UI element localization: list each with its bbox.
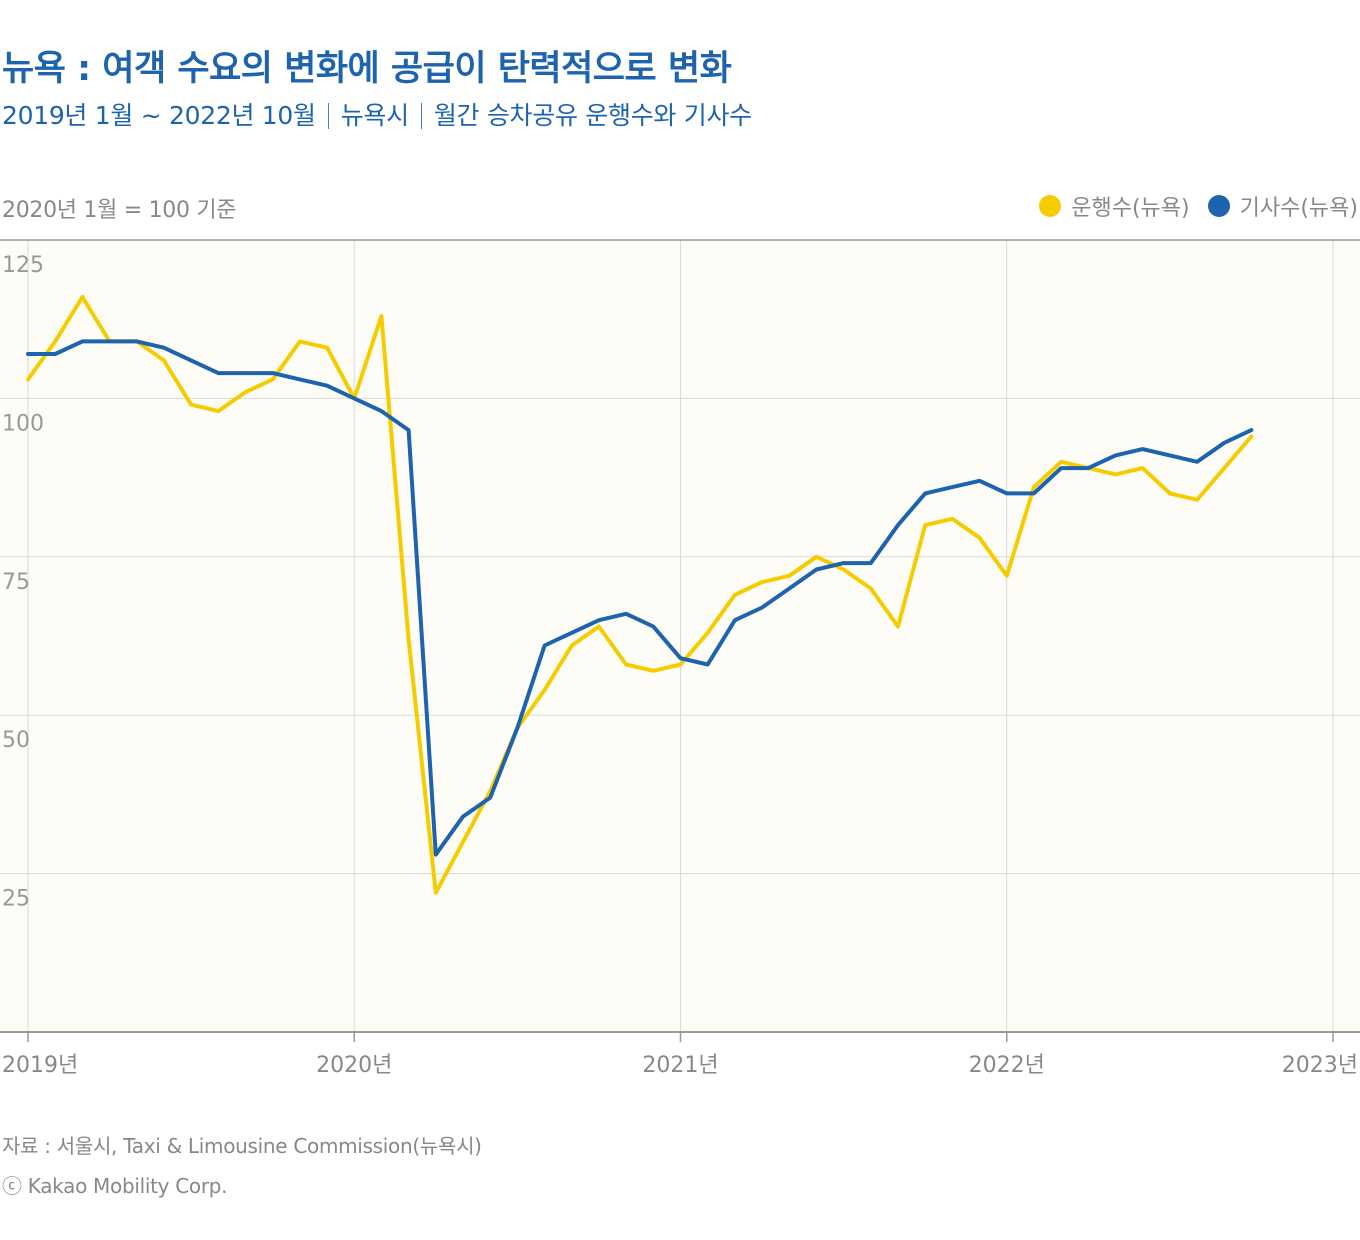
axis-labels: 125 100 75 50 25 2019년 2020년 2021년 2022년 2023년 [2,253,1358,1078]
series-line-drivers [26,339,1254,857]
baseline-note: 2020년 1월 = 100 기준 [2,198,237,223]
line-chart: 125 100 75 50 25 2019년 2020년 2021년 2022년 2023년 [0,239,1360,1078]
subtitle-region: 뉴욕시 [340,101,409,130]
y-tick-label: 25 [2,887,30,912]
legend-label-drivers: 기사수(뉴욕) [1239,196,1358,221]
x-tick-label: 2020년 [316,1053,392,1078]
series-line-trips [26,295,1254,895]
legend-item-trips: 운행수(뉴욕) [1039,190,1190,222]
legend-label-trips: 운행수(뉴욕) [1071,196,1190,221]
legend-item-drivers: 기사수(뉴욕) [1207,190,1358,222]
source-note: 자료 : 서울시, Taxi & Limousine Commission(뉴욕… [2,1134,482,1158]
axes [0,239,1360,1042]
x-tick-label: 2019년 [2,1053,78,1078]
subtitle-period: 2019년 1월 ~ 2022년 10월 [2,101,316,130]
x-tick-label: 2023년 [1282,1053,1358,1078]
y-tick-label: 125 [2,253,44,278]
y-tick-label: 50 [2,728,30,753]
legend-dot-trips [1039,195,1062,217]
series-lines [26,295,1254,895]
y-tick-label: 100 [2,411,44,436]
x-tick-label: 2022년 [969,1053,1045,1078]
chart-legend: 운행수(뉴욕) 기사수(뉴욕) [1021,190,1358,222]
y-tick-label: 75 [2,570,30,595]
chart-title: 뉴욕 : 여객 수요의 변화에 공급이 탄력적으로 변화 [2,49,732,89]
copyright-note: ⓒ Kakao Mobility Corp. [2,1174,228,1198]
legend-dot-drivers [1207,195,1230,217]
subtitle-divider [327,103,329,129]
x-tick-label: 2021년 [642,1053,718,1078]
subtitle-metric: 월간 승차공유 운행수와 기사수 [433,101,752,130]
subtitle-divider [420,103,422,129]
chart-subtitle: 2019년 1월 ~ 2022년 10월 뉴욕시 월간 승차공유 운행수와 기사수 [2,96,752,132]
